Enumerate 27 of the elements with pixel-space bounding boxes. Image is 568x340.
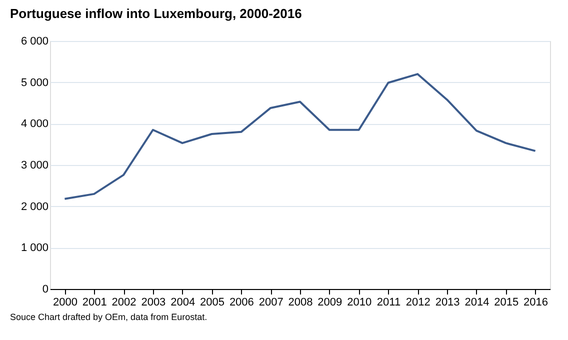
y-tick-label: 6 000 bbox=[20, 36, 48, 48]
x-tick-label: 2014 bbox=[464, 296, 490, 308]
x-tick-label: 2008 bbox=[288, 296, 313, 308]
x-tick-label: 2010 bbox=[347, 296, 372, 308]
line-series bbox=[64, 73, 536, 200]
x-tick-label: 2001 bbox=[82, 296, 107, 308]
x-tick-label: 2011 bbox=[376, 296, 401, 308]
x-tick-label: 2002 bbox=[112, 296, 136, 308]
y-tick-label: 2 000 bbox=[20, 200, 48, 213]
x-tick-label: 2005 bbox=[200, 296, 225, 308]
y-tick-label: 1 000 bbox=[20, 242, 48, 254]
x-tick-label: 2012 bbox=[406, 296, 430, 308]
x-tick-label: 2004 bbox=[170, 296, 196, 308]
y-tick-label: 0 bbox=[42, 284, 48, 296]
x-tick-label: 2003 bbox=[141, 296, 166, 308]
y-tick-label: 5 000 bbox=[20, 76, 48, 89]
x-tick-label: 2016 bbox=[524, 296, 548, 308]
x-tick-label: 2000 bbox=[52, 296, 78, 308]
x-tick-label: 2007 bbox=[258, 296, 284, 308]
text: Souce Chart drafted by OEm, data from Eurostat. bbox=[10, 312, 208, 322]
x-tick-label: 2006 bbox=[229, 296, 254, 308]
x-tick-label: 2009 bbox=[318, 296, 342, 308]
y-tick-label: 3 000 bbox=[20, 160, 48, 172]
chart-title: Portuguese inflow into Luxembourg, 2000-2016 bbox=[10, 6, 302, 21]
y-tick-label: 4 000 bbox=[20, 118, 48, 130]
x-tick-label: 2015 bbox=[494, 296, 519, 308]
x-tick-label: 2013 bbox=[435, 296, 460, 308]
